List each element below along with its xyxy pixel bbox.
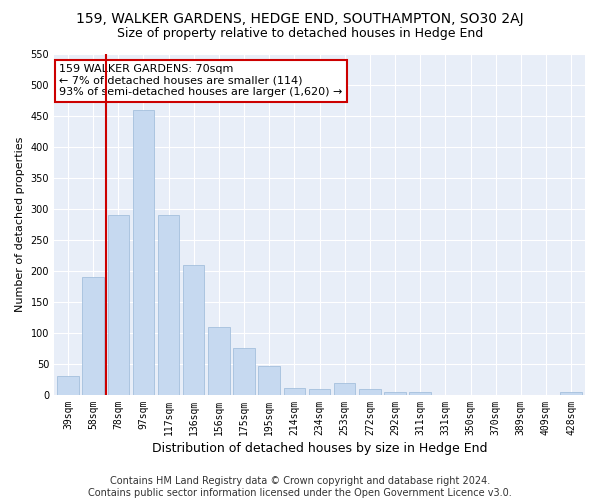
Bar (259, 366, 280, 395)
Bar (334, 382, 355, 395)
Bar (158, 215, 179, 395)
Bar (359, 390, 380, 395)
Bar (57, 376, 79, 395)
Text: Contains HM Land Registry data © Crown copyright and database right 2024.
Contai: Contains HM Land Registry data © Crown c… (88, 476, 512, 498)
Y-axis label: Number of detached properties: Number of detached properties (15, 137, 25, 312)
Bar (82, 277, 104, 395)
Bar (409, 392, 431, 395)
Text: 159, WALKER GARDENS, HEDGE END, SOUTHAMPTON, SO30 2AJ: 159, WALKER GARDENS, HEDGE END, SOUTHAMP… (76, 12, 524, 26)
Text: Size of property relative to detached houses in Hedge End: Size of property relative to detached ho… (117, 28, 483, 40)
Bar (183, 265, 205, 395)
Bar (385, 392, 406, 395)
Bar (560, 392, 582, 395)
Bar (133, 110, 154, 395)
Bar (233, 348, 255, 395)
Bar (107, 215, 129, 395)
Bar (208, 327, 230, 395)
Bar (284, 388, 305, 395)
Text: 159 WALKER GARDENS: 70sqm
← 7% of detached houses are smaller (114)
93% of semi-: 159 WALKER GARDENS: 70sqm ← 7% of detach… (59, 64, 343, 98)
Bar (309, 388, 330, 395)
X-axis label: Distribution of detached houses by size in Hedge End: Distribution of detached houses by size … (152, 442, 487, 455)
